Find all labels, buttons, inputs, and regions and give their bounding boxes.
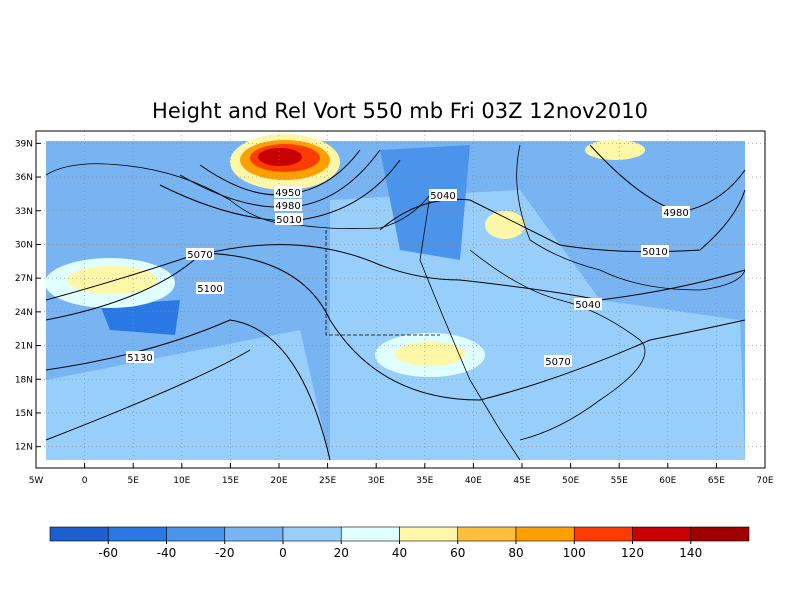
contour [45,252,746,401]
lon-tick-label: 50E [562,476,579,486]
contour-label-bg [641,245,669,257]
field-area [380,145,470,260]
contour-label-bg [544,355,572,367]
field-area [100,300,180,335]
border [325,230,440,336]
contour-label: 4980 [275,201,300,212]
lon-tick-label: 40E [465,476,482,486]
coastline [45,163,431,229]
field-area [330,190,745,460]
colorbar-box [690,526,750,542]
contour-label: 4980 [663,208,688,219]
field-area [258,148,302,166]
contour-label-bg [662,206,690,218]
colorbar-label: 60 [450,546,465,560]
contour-label-bg [186,248,214,260]
contour-label: 5010 [642,247,667,258]
lon-tick-label: 0 [82,476,88,486]
colorbar: -60 -40 -20 0 20 40 60 80 100 120 140 [49,526,750,560]
contour-label: 4950 [275,188,300,199]
contour-label: 5100 [197,284,222,295]
colorbar-box [515,526,575,542]
lat-tick-label: 36N [15,173,33,183]
coastline [469,249,646,441]
lon-tick-label: 15E [222,476,239,486]
contour-label-bg [274,199,302,211]
colorbar-box [224,526,284,542]
contour-label-bg [574,298,602,310]
contour [45,244,746,321]
colorbar-label: -20 [215,546,235,560]
field-area [485,211,525,239]
colorbar-label: 0 [279,546,287,560]
lon-tick-label: 65E [708,476,725,486]
colorbar-box [49,526,109,542]
field-area [67,266,157,294]
contour-labels: 4950 4980 5010 5040 5070 5100 5130 4980 5010 5040… [126,186,690,368]
coastline [419,194,521,461]
lat-tick-label: 12N [15,443,33,453]
colorbar-label: 80 [508,546,523,560]
lat-tick-label: 27N [15,274,33,284]
title: Height and Rel Vort 550 mb Fri 03Z 12nov… [152,99,648,123]
contour-label: 5010 [276,215,301,226]
contour-label: 5070 [187,250,212,261]
colorbar-label: 20 [334,546,349,560]
lon-tick-label: 60E [659,476,676,486]
shading [45,134,745,460]
lat-tick-label: 15N [15,409,33,419]
lon-tick-label: 30E [368,476,385,486]
colorbar-box [107,526,167,542]
colorbar-box [399,526,459,542]
contour-label-bg [429,189,457,201]
colorbar-box [166,526,226,542]
lat-tick-label: 18N [15,375,33,385]
colorbar-box [340,526,400,542]
lon-tick-label: 5W [29,476,44,486]
colorbar-box [632,526,692,542]
colorbar-box [573,526,633,542]
colorbar-label: -60 [98,546,118,560]
lon-tick-label: 20E [270,476,287,486]
contour-label: 5040 [430,191,455,202]
lat-tick-label: 33N [15,207,33,217]
lon-tick-label: 5E [127,476,139,486]
contour [45,319,331,461]
colorbar-label: 120 [621,546,644,560]
colorbar-label: 140 [679,546,702,560]
coastlines [45,144,746,461]
colorbar-box [457,526,517,542]
contour [45,349,251,441]
contour-label-bg [274,186,302,198]
lat-tick-label: 21N [15,342,33,352]
colorbar-label: 100 [563,546,586,560]
contour-label: 5070 [545,357,570,368]
lon-tick-label: 10E [173,476,190,486]
field-area [395,342,465,366]
lon-tick-label: 25E [319,476,336,486]
coastline [516,144,746,291]
lat-tick-label: 30N [15,240,33,250]
axis-ticks: 5W 0 5E 10E 15E 20E 25E 30E 35E 40E 45E 50E 55E 60E 65… [15,139,774,486]
colorbar-label: 40 [392,546,407,560]
field-area [46,330,330,460]
contour-label-bg [275,213,303,225]
plot-frame [35,130,766,469]
contour-label-bg [126,351,154,363]
contour-label-bg [196,282,224,294]
lon-tick-label: 35E [416,476,433,486]
lat-tick-label: 39N [15,139,33,149]
lon-tick-label: 55E [611,476,628,486]
lat-tick-label: 24N [15,308,33,318]
lon-tick-label: 45E [513,476,530,486]
lon-tick-label: 70E [756,476,773,486]
colorbar-box [282,526,342,542]
contour-label: 5040 [575,300,600,311]
colorbar-label: -40 [157,546,177,560]
contour-label: 5130 [127,353,152,364]
